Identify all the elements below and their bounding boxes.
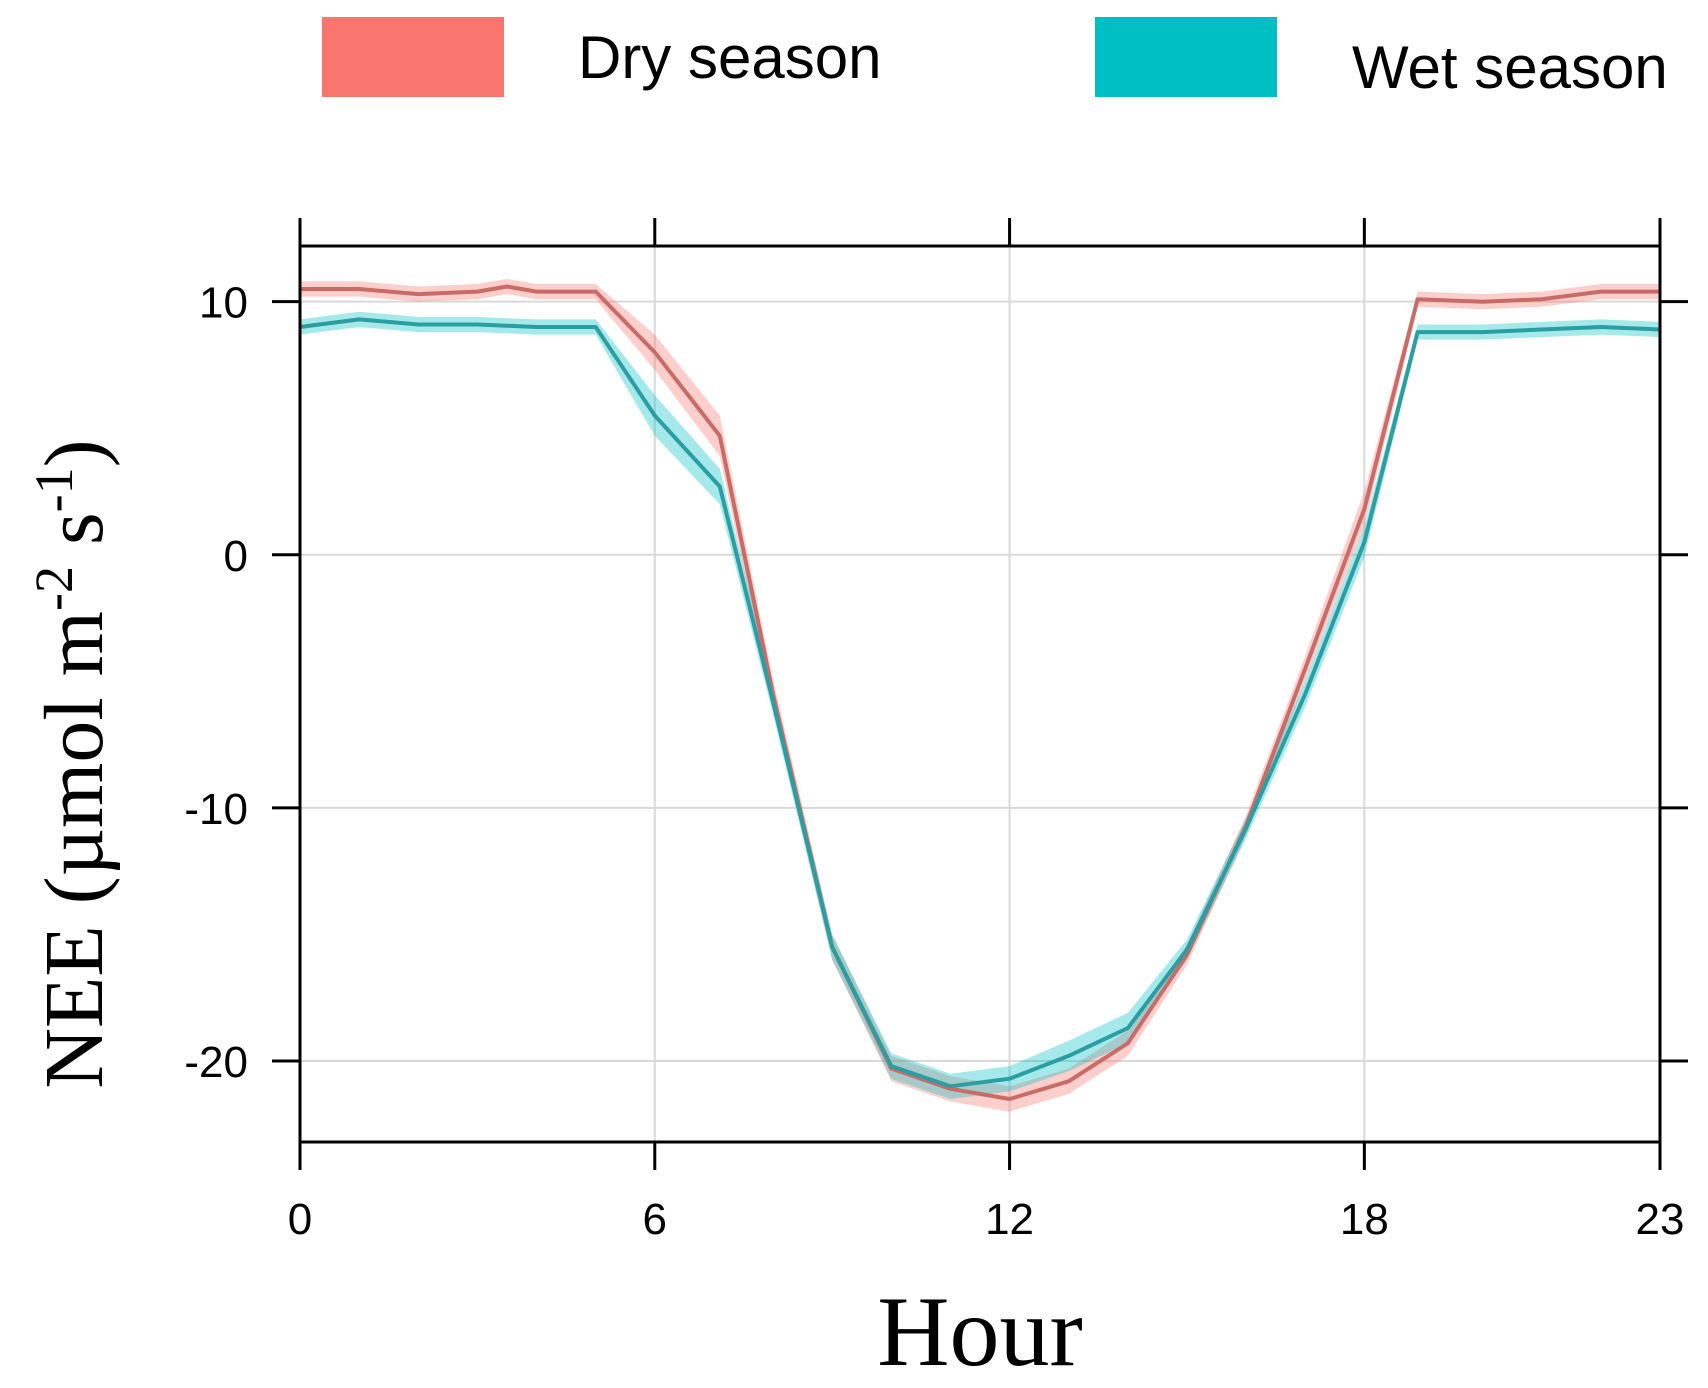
x-axis-title: Hour	[877, 1276, 1083, 1383]
y-axis-title-end: )	[28, 439, 121, 467]
wet-season-line	[299, 317, 1661, 1089]
y-axis-title-main: NEE (µmol m	[28, 611, 121, 1089]
wet-season-band	[300, 311, 1660, 1099]
x-tick-label: 12	[985, 1195, 1034, 1244]
legend-label-wet-season: Wet season	[1352, 34, 1668, 101]
axis-titles: Hour NEE (µmol m-2 s-1)	[24, 439, 1083, 1387]
y-axis-title-mid: s	[28, 512, 121, 566]
dry-season-line	[300, 284, 1660, 1101]
x-tick-label: 0	[288, 1195, 312, 1244]
legend-swatch-wet-season	[1095, 17, 1277, 97]
y-axis-title: NEE (µmol m-2 s-1)	[24, 439, 121, 1088]
legend: Dry season Wet season	[322, 17, 1668, 101]
grid-layer	[299, 246, 1661, 1142]
axis-ticks-layer: 0 6 12 18 23 10 0 -10 -20	[184, 218, 1688, 1244]
x-tick-label: 6	[643, 1195, 667, 1244]
plot-frame	[298, 244, 1662, 1144]
y-tick-label: -10	[184, 785, 248, 834]
legend-label-dry-season: Dry season	[578, 24, 881, 91]
legend-swatch-dry-season	[322, 17, 504, 97]
plot-frame-layer	[298, 244, 1662, 1144]
x-tick-label: 23	[1636, 1195, 1685, 1244]
y-axis-title-sup2: -1	[24, 467, 84, 512]
y-tick-label: 0	[224, 532, 248, 581]
confidence-band-layer	[300, 278, 1660, 1112]
x-tick-label: 18	[1340, 1195, 1389, 1244]
series-line-layer	[299, 284, 1661, 1101]
y-tick-label: 10	[199, 279, 248, 328]
y-tick-label: -20	[184, 1038, 248, 1087]
y-axis-title-sup1: -2	[24, 566, 84, 611]
dry-season-band	[300, 278, 1660, 1112]
